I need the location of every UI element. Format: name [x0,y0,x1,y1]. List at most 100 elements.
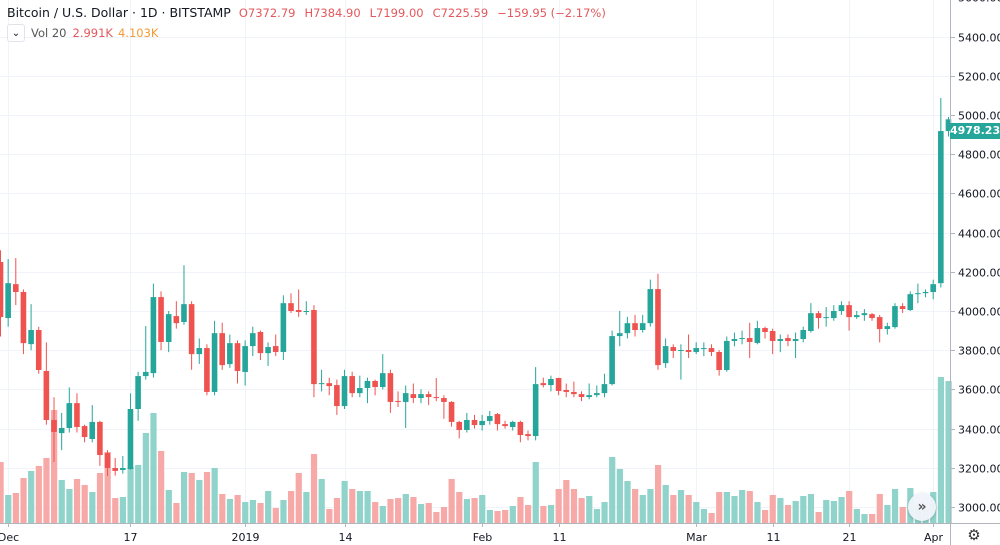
candle[interactable] [693,342,699,355]
candle[interactable] [823,307,829,327]
candle[interactable] [0,250,4,337]
candle[interactable] [838,301,845,315]
candle[interactable] [486,410,493,425]
candle[interactable] [181,265,187,325]
candle[interactable] [272,334,279,357]
candle[interactable] [127,393,134,470]
candle[interactable] [876,314,883,343]
settings-gear-icon[interactable]: ⚙ [967,526,981,544]
candle[interactable] [945,116,952,137]
candle[interactable] [892,303,898,329]
candle[interactable] [815,311,822,329]
candle[interactable] [448,401,455,427]
candle[interactable] [81,424,88,443]
candle[interactable] [173,301,180,329]
candle[interactable] [379,354,386,390]
candle[interactable] [884,322,891,335]
candle[interactable] [853,311,860,319]
candle[interactable] [601,373,608,398]
candle[interactable] [869,312,875,321]
candle[interactable] [616,311,623,347]
candle[interactable] [66,387,73,433]
chevron-down-icon[interactable]: ⌄ [7,24,25,42]
candle[interactable] [165,311,172,353]
candle[interactable] [349,371,355,398]
candle[interactable] [678,344,684,380]
candle[interactable] [563,383,570,398]
candle[interactable] [402,385,409,429]
candle[interactable] [43,342,50,425]
candle[interactable] [20,289,27,355]
candle[interactable] [670,344,677,359]
candle[interactable] [655,273,661,370]
candle[interactable] [295,289,302,317]
candle[interactable] [792,332,799,359]
candle[interactable] [609,330,615,386]
candle[interactable] [723,336,730,372]
candle[interactable] [479,414,485,431]
candle[interactable] [861,309,868,321]
candle[interactable] [158,291,164,351]
candle[interactable] [135,371,141,421]
candle[interactable] [357,375,363,398]
candle[interactable] [219,322,226,370]
candle[interactable] [502,420,508,429]
price-axis[interactable]: 3000.00 3200.00 3400.00 3600.00 3800.00 4000.… [950,0,1000,515]
candle[interactable] [754,320,761,345]
candle[interactable] [716,350,722,376]
candle[interactable] [701,342,707,357]
candle[interactable] [777,334,784,353]
candle[interactable] [242,340,248,386]
candle[interactable] [624,316,631,339]
candle[interactable] [326,377,333,396]
candle[interactable] [280,295,287,360]
candle[interactable] [571,381,577,398]
candle[interactable] [586,383,592,400]
volume-label[interactable]: Vol 20 [31,26,67,40]
candle[interactable] [410,383,417,404]
candle[interactable] [517,420,524,443]
candle[interactable] [395,391,401,408]
candle[interactable] [464,412,470,433]
candle[interactable] [785,334,791,347]
candle[interactable] [150,283,157,378]
candle[interactable] [364,377,371,404]
candle[interactable] [425,391,432,406]
candle[interactable] [685,334,692,359]
candle[interactable] [51,397,57,462]
candle[interactable] [456,420,462,439]
candle[interactable] [12,258,19,306]
candle[interactable] [555,377,562,396]
candle[interactable] [120,456,126,474]
candle[interactable] [112,458,118,476]
candle[interactable] [104,450,111,477]
candle[interactable] [647,279,654,327]
candle[interactable] [249,326,256,357]
candle[interactable] [418,389,424,404]
candle[interactable] [831,305,837,321]
candle[interactable] [930,279,936,300]
candle[interactable] [257,330,264,360]
candle[interactable] [35,326,42,374]
candle[interactable] [303,301,310,315]
candle[interactable] [915,283,921,304]
candle[interactable] [234,340,241,384]
candle[interactable] [74,393,80,433]
candle[interactable] [211,320,218,396]
candle[interactable] [58,412,65,451]
candle[interactable] [441,395,447,419]
candle[interactable] [594,385,600,398]
candle[interactable] [907,291,914,311]
candle[interactable] [548,375,554,392]
candle[interactable] [769,328,776,355]
candle[interactable] [227,334,233,368]
candle[interactable] [204,344,210,396]
candle[interactable] [632,314,638,337]
candle[interactable] [5,259,11,327]
candle[interactable] [318,369,325,392]
time-axis[interactable]: Dec 17 2019 14 Feb 11 Mar 11 21 Apr [0,523,943,544]
candle[interactable] [196,338,203,364]
candle[interactable] [899,303,906,313]
candle[interactable] [762,326,768,339]
